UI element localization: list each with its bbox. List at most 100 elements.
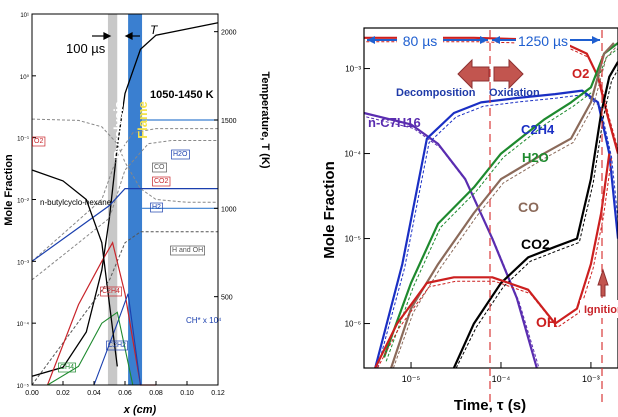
left-label-box bbox=[58, 362, 76, 373]
right-series-measured-co2 bbox=[455, 68, 618, 369]
temperature-label: T bbox=[150, 23, 159, 37]
left-label-co2: CO2 bbox=[154, 178, 169, 185]
left-label-box bbox=[170, 245, 205, 256]
right-series-n-c7h16 bbox=[363, 111, 538, 369]
right-series-measured-h2o bbox=[385, 48, 618, 362]
right-x-tick-label: 10⁻⁵ bbox=[402, 374, 421, 384]
left-y-tick-label: 10⁻⁵ bbox=[17, 383, 30, 390]
left-x-tick-label: 0.02 bbox=[56, 390, 70, 397]
ignition-label: Ignition bbox=[584, 304, 618, 316]
right-series-h2o bbox=[382, 42, 618, 358]
left-y2-tick-label: 1000 bbox=[221, 206, 237, 213]
left-y-tick-label: 10⁻² bbox=[17, 199, 29, 205]
ignition-label-bg bbox=[580, 300, 618, 318]
flame-label: Flame bbox=[135, 101, 150, 139]
left-panel: 0.00 0.02 0.04 0.06 0.08 0.10 0.12 10⁻⁵ 10⁻⁴ 10⁻³… bbox=[0, 0, 300, 417]
temp-range-label: 1050-1450 K bbox=[150, 89, 214, 101]
left-x-tick-label: 0.06 bbox=[118, 390, 132, 397]
left-label-ch4: CH4 bbox=[60, 364, 74, 371]
left-y-tick-label: 10⁰ bbox=[20, 74, 30, 81]
right-plot-frame bbox=[363, 27, 618, 369]
left-label-box bbox=[150, 202, 163, 213]
left-y-tick-label: 10⁻⁴ bbox=[17, 321, 30, 328]
left-x-tick-label: 0.10 bbox=[180, 390, 194, 397]
right-label-oh: OH bbox=[536, 314, 557, 330]
right-label-c2h4: C2H4 bbox=[521, 122, 555, 137]
left-series-n-butylcyclohexane bbox=[31, 169, 118, 367]
left-y2-tick-label: 2000 bbox=[221, 30, 237, 37]
right-series-measured-n-c7h16 bbox=[366, 116, 540, 369]
left-label-box bbox=[106, 340, 128, 351]
left-y2-tick-label: 500 bbox=[221, 295, 233, 302]
flame-band bbox=[128, 14, 143, 385]
interval-1-label-bg bbox=[397, 30, 443, 50]
left-x-tick-label: 0.08 bbox=[149, 390, 163, 397]
left-series-labels: O2 H2O CO CO2 H2 H and OH C2H4 C2H2 CH4 bbox=[32, 136, 205, 373]
ignition-arrow bbox=[597, 268, 609, 297]
left-y-tick-label: 10⁻³ bbox=[17, 260, 29, 266]
interval-2-label-bg bbox=[516, 30, 570, 50]
right-label-n-c7h16: n-C7H16 bbox=[368, 115, 421, 130]
left-ticks: 0.00 0.02 0.04 0.06 0.08 0.10 0.12 10⁻⁵ 10⁻⁴ 10⁻³… bbox=[17, 13, 237, 397]
right-label-o2: O2 bbox=[572, 66, 589, 81]
right-y-tick-label: 10⁻⁴ bbox=[344, 150, 361, 159]
interval-2-arrow-right bbox=[592, 36, 600, 44]
interval-label: 100 µs bbox=[66, 41, 106, 56]
left-y2-tick-label: 1500 bbox=[221, 118, 237, 125]
left-y-tick-label: 10⁻¹ bbox=[17, 137, 29, 143]
interval-arrows bbox=[92, 32, 140, 40]
left-series-t bbox=[31, 22, 219, 377]
left-label-co: CO bbox=[154, 164, 165, 171]
right-ticks: 10⁻⁵ 10⁻⁴ 10⁻³ 10⁻⁶ 10⁻⁵ 10⁻⁴ 10⁻³ bbox=[344, 65, 599, 384]
decomposition-label: Decomposition bbox=[396, 87, 476, 99]
oxidation-label: Oxidation bbox=[489, 87, 540, 99]
left-x-axis-label: x (cm) bbox=[123, 404, 157, 416]
right-panel: 10⁻⁵ 10⁻⁴ 10⁻³ 10⁻⁶ 10⁻⁵ 10⁻⁴ 10⁻³ O2 n-C7H16 C2… bbox=[321, 27, 618, 414]
fuel-label-text: n-butylcyclo-hexane bbox=[40, 198, 112, 207]
oxidation-arrow bbox=[493, 58, 524, 90]
left-y2-axis-label: Temperature, T (K) bbox=[259, 72, 271, 169]
right-series-measured-c2h4 bbox=[377, 93, 618, 369]
left-label-h-and-oh: H and OH bbox=[172, 247, 203, 254]
interval-2-arrow-left bbox=[492, 36, 500, 44]
interval-1-label: 80 µs bbox=[403, 33, 438, 49]
right-x-tick-label: 10⁻⁴ bbox=[492, 374, 511, 384]
left-series-h-and-oh bbox=[31, 231, 218, 386]
right-x-tick-label: 10⁻³ bbox=[582, 374, 600, 384]
left-label-c2h4: C2H4 bbox=[102, 288, 120, 295]
left-label-h2: H2 bbox=[152, 204, 161, 211]
left-gridlines bbox=[142, 119, 218, 209]
interval-1-arrow-right bbox=[480, 36, 488, 44]
right-label-co2: CO2 bbox=[521, 236, 550, 252]
right-interval-annotations: 80 µs 1250 µs bbox=[367, 30, 600, 50]
fuel-label: n-butylcyclo-hexane bbox=[40, 198, 112, 207]
left-x-tick-label: 0.00 bbox=[25, 390, 39, 397]
right-series-oh bbox=[374, 153, 611, 369]
right-y-axis-label: Mole Fraction bbox=[321, 161, 338, 259]
right-y-tick-label: 10⁻⁶ bbox=[345, 320, 361, 329]
right-y-tick-label: 10⁻³ bbox=[345, 65, 361, 74]
left-y-axis-label: Mole Fraction bbox=[3, 154, 15, 226]
pyrolysis-band bbox=[107, 14, 118, 385]
left-label-h2o: H2O bbox=[173, 151, 188, 158]
right-series-co2 bbox=[452, 61, 618, 369]
right-label-co: CO bbox=[518, 199, 539, 215]
interval-1-arrow-left bbox=[367, 36, 375, 44]
left-label-box bbox=[171, 149, 190, 160]
left-y-tick-label: 10¹ bbox=[20, 13, 29, 19]
ch-scale-label: CH* x 10⁴ bbox=[186, 316, 222, 325]
right-series-measured-o2 bbox=[366, 41, 618, 152]
left-label-c2h2: C2H2 bbox=[108, 342, 126, 349]
decomposition-arrow bbox=[457, 58, 490, 90]
right-label-h2o: H2O bbox=[522, 150, 549, 165]
right-y-tick-label: 10⁻⁵ bbox=[345, 235, 361, 244]
left-x-tick-label: 0.04 bbox=[87, 390, 101, 397]
left-label-box bbox=[32, 136, 46, 147]
right-x-axis-label: Time, τ (s) bbox=[454, 397, 526, 414]
left-label-box bbox=[152, 162, 167, 173]
left-label-box bbox=[100, 286, 122, 297]
right-series-c2h4 bbox=[374, 89, 618, 369]
left-label-box bbox=[152, 176, 171, 187]
interval-2-label: 1250 µs bbox=[518, 33, 568, 49]
